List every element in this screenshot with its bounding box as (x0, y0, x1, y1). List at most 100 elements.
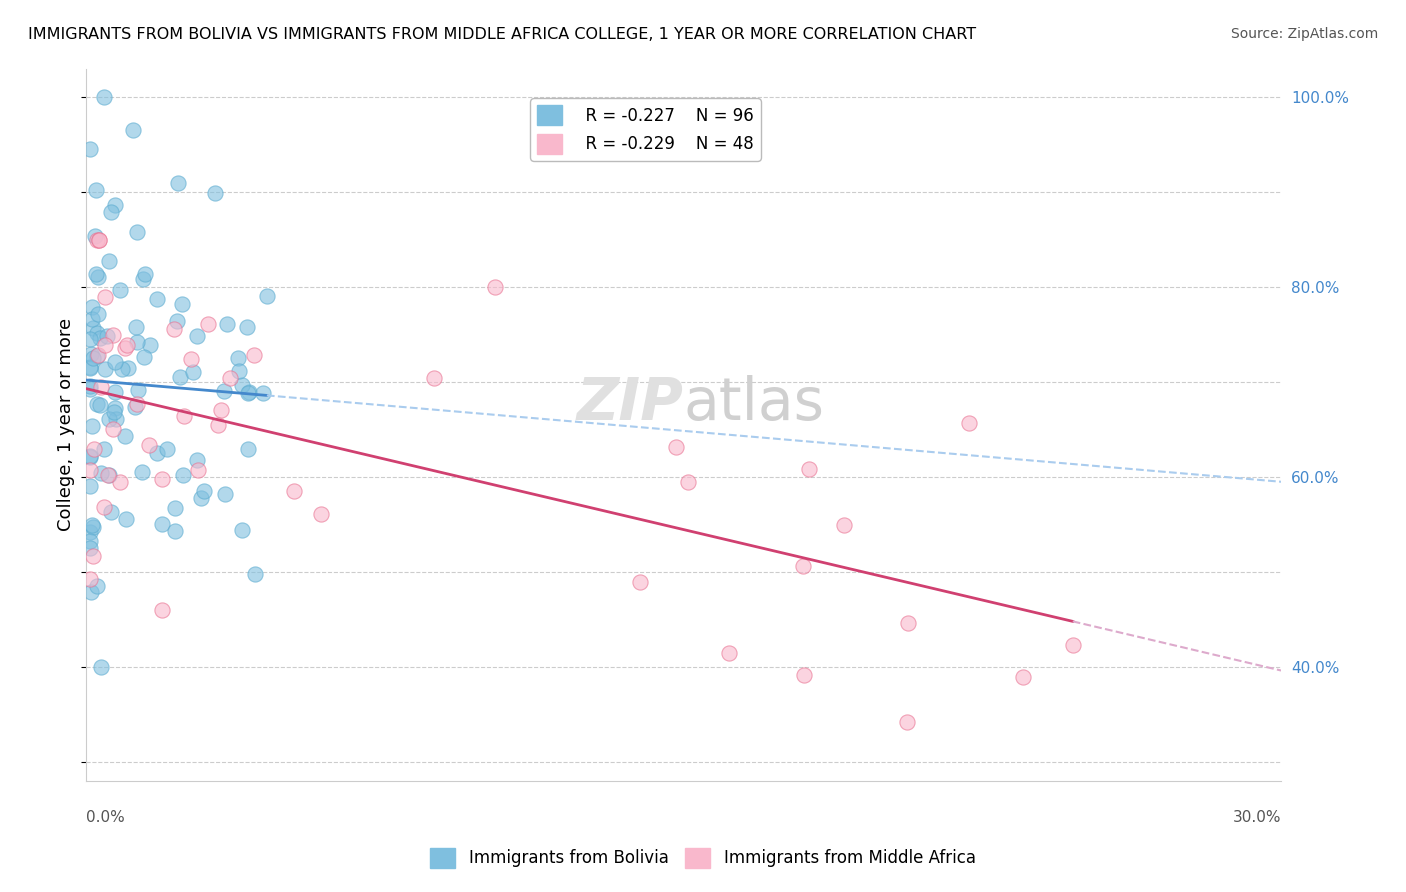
Point (104, 355, 127, 369)
Point (111, 362, 134, 376)
Point (124, 401, 146, 415)
Point (80, 300, 103, 314)
Point (79, 450, 101, 464)
Point (423, 371, 446, 385)
Point (79, 524, 101, 539)
Point (209, 402, 232, 417)
Text: atlas: atlas (683, 375, 824, 432)
Point (79, 361, 101, 376)
Point (166, 314, 188, 328)
Point (101, 422, 124, 436)
Point (132, 351, 155, 365)
Point (84, 229, 107, 244)
Point (186, 329, 208, 343)
Point (167, 177, 190, 191)
Point (134, 267, 156, 281)
Point (94, 338, 117, 352)
Point (793, 668, 815, 682)
Point (163, 524, 186, 538)
Point (79, 541, 101, 555)
Point (108, 475, 131, 489)
Point (127, 334, 149, 349)
Point (79, 332, 101, 346)
Point (228, 364, 250, 378)
Point (79, 478, 101, 492)
Point (93, 500, 115, 515)
Point (197, 317, 219, 331)
Point (100, 505, 122, 519)
Point (131, 272, 153, 286)
Point (110, 283, 132, 297)
Point (86, 270, 108, 285)
Point (79, 379, 101, 393)
Point (104, 401, 127, 415)
Point (238, 385, 260, 400)
Point (193, 484, 215, 499)
Point (82, 520, 104, 534)
Point (103, 405, 125, 419)
Point (86, 349, 108, 363)
Point (98, 468, 121, 483)
Point (124, 319, 146, 334)
Point (100, 205, 122, 219)
Y-axis label: College, 1 year or more: College, 1 year or more (58, 318, 75, 532)
Point (96, 329, 118, 343)
Point (309, 508, 332, 522)
Point (87, 306, 110, 320)
Point (82, 321, 104, 335)
Point (86, 397, 108, 411)
Point (103, 327, 125, 342)
Point (87, 233, 110, 247)
Point (131, 466, 153, 480)
Point (252, 386, 274, 401)
Point (87, 348, 110, 362)
Point (79, 360, 101, 375)
Text: ZIP: ZIP (576, 375, 683, 432)
Point (79, 572, 101, 586)
Text: 0.0%: 0.0% (86, 810, 124, 824)
Point (207, 417, 229, 432)
Point (90, 379, 112, 393)
Point (97, 412, 120, 426)
Point (832, 518, 855, 533)
Point (90, 660, 112, 674)
Point (86, 326, 108, 341)
Text: IMMIGRANTS FROM BOLIVIA VS IMMIGRANTS FROM MIDDLE AFRICA COLLEGE, 1 YEAR OR MORE: IMMIGRANTS FROM BOLIVIA VS IMMIGRANTS FR… (28, 27, 976, 42)
Point (170, 296, 193, 310)
Point (94, 290, 117, 304)
Point (89, 331, 111, 345)
Point (163, 322, 186, 336)
Point (896, 714, 918, 729)
Point (218, 370, 240, 384)
Point (114, 341, 136, 355)
Text: 30.0%: 30.0% (1233, 810, 1281, 824)
Point (122, 123, 145, 137)
Point (84, 267, 107, 281)
Point (104, 198, 127, 212)
Point (665, 440, 688, 454)
Legend: Immigrants from Bolivia, Immigrants from Middle Africa: Immigrants from Bolivia, Immigrants from… (423, 841, 983, 875)
Point (138, 437, 160, 451)
Point (156, 442, 179, 457)
Point (138, 338, 160, 352)
Point (115, 337, 138, 351)
Point (256, 289, 278, 303)
Point (83, 442, 105, 456)
Point (169, 370, 191, 384)
Point (79, 143, 101, 157)
Point (799, 462, 821, 476)
Point (172, 468, 194, 483)
Point (80, 584, 103, 599)
Point (676, 475, 699, 490)
Point (93, 442, 115, 457)
Point (231, 378, 253, 392)
Point (792, 558, 814, 573)
Point (959, 416, 981, 430)
Legend:   R = -0.227    N = 96,   R = -0.229    N = 48: R = -0.227 N = 96, R = -0.229 N = 48 (530, 98, 761, 161)
Point (97, 468, 120, 483)
Point (79, 463, 101, 477)
Point (114, 429, 136, 443)
Text: Source: ZipAtlas.com: Source: ZipAtlas.com (1230, 27, 1378, 41)
Point (146, 446, 169, 460)
Point (115, 511, 138, 525)
